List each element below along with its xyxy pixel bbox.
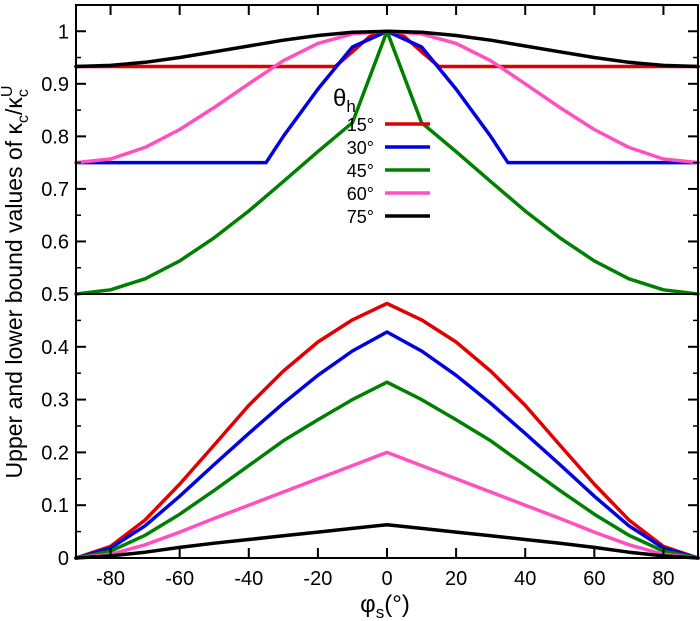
legend-label: 45°	[347, 161, 374, 181]
upper-y-tick-label: 0.9	[41, 74, 69, 96]
lower-series-line-4	[74, 450, 700, 560]
legend-label: 60°	[347, 184, 374, 204]
x-tick-label: 80	[652, 568, 674, 590]
upper-series-line-4	[74, 29, 700, 165]
lower-y-tick-label: 0.2	[41, 442, 69, 464]
x-tick-label: 60	[583, 568, 605, 590]
legend-label: 75°	[347, 207, 374, 227]
x-tick-label: 20	[445, 568, 467, 590]
legend-label: 30°	[347, 138, 374, 158]
upper-series-line-2	[74, 29, 700, 165]
y-axis-label: Upper and lower bound values of κc/κcU	[0, 86, 32, 479]
x-tick-label: -20	[303, 568, 332, 590]
upper-panel-lines	[74, 29, 700, 296]
upper-y-tick-label: 0.8	[41, 126, 69, 148]
lower-panel-lines	[74, 301, 700, 560]
lower-y-tick-label: 0.1	[41, 495, 69, 517]
x-tick-label: -60	[165, 568, 194, 590]
axes	[75, 4, 699, 559]
lower-series-line-2	[74, 330, 700, 560]
x-tick-label: -80	[96, 568, 125, 590]
upper-y-tick-label: 0.5	[41, 284, 69, 306]
x-tick-label: -40	[234, 568, 263, 590]
legend-title: θh	[333, 85, 356, 116]
ticks: -80 -60 -40 -20 0 20 40 60 80 0.5 0.6 0.7 0.8 0.9 1 0 0.…	[41, 5, 698, 590]
x-tick-label: 40	[514, 568, 536, 590]
lower-y-tick-label: 0.4	[41, 337, 69, 359]
upper-series-line-5	[74, 29, 700, 69]
upper-series-line-1	[74, 29, 700, 69]
lower-series-line-1	[74, 301, 700, 560]
legend-label: 15°	[347, 115, 374, 135]
x-axis-label: φs(°)	[360, 591, 410, 621]
plot-frame	[75, 4, 699, 559]
lower-series-line-3	[74, 380, 700, 560]
upper-y-tick-label: 0.7	[41, 179, 69, 201]
lower-series-line-5	[74, 522, 700, 560]
upper-y-tick-label: 1	[58, 21, 69, 43]
lower-y-tick-label: 0.3	[41, 390, 69, 412]
lower-y-tick-label: 0	[58, 548, 69, 570]
x-tick-label: 0	[381, 568, 392, 590]
upper-y-tick-label: 0.6	[41, 231, 69, 253]
